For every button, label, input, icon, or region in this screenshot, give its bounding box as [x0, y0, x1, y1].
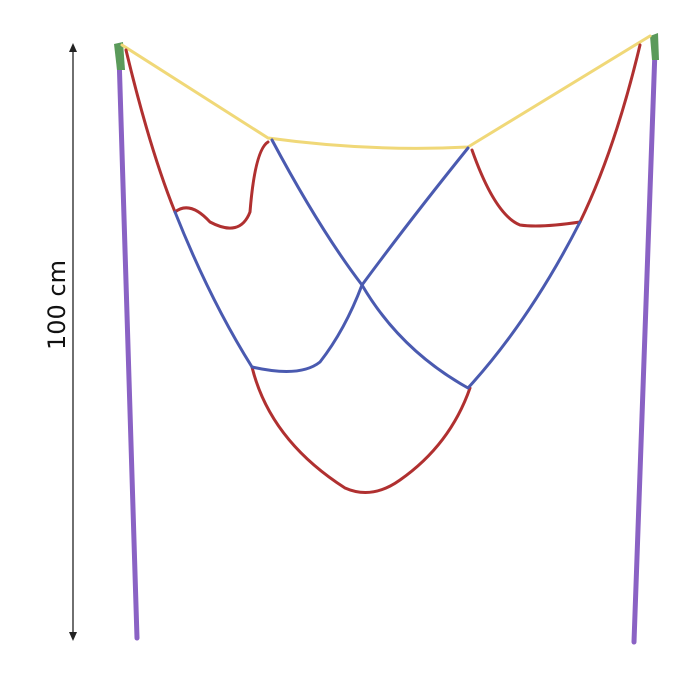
blue-strings: [173, 138, 582, 390]
right-pole: [631, 47, 658, 645]
right-pole-tip: [650, 33, 659, 60]
top-string: [120, 34, 652, 150]
red-strings: [124, 43, 642, 494]
left-pole: [116, 52, 140, 641]
dimension-arrow: [69, 43, 77, 641]
dimension-label: 100 cm: [43, 260, 71, 350]
left-pole-tip: [114, 42, 125, 70]
